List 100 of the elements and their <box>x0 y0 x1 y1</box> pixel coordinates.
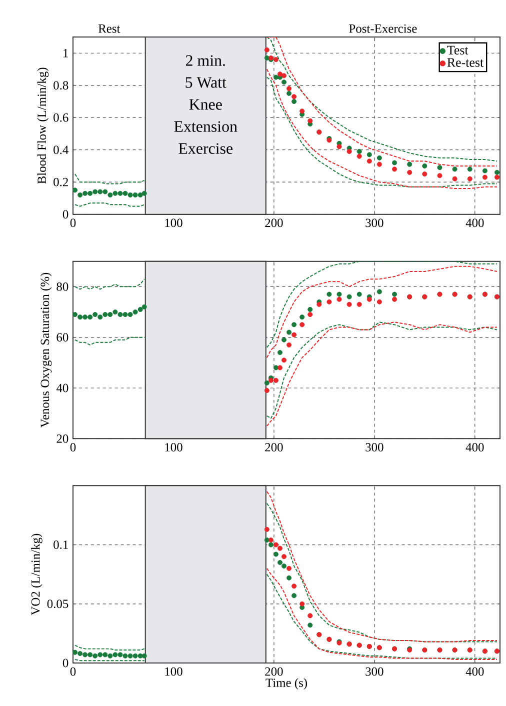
point <box>452 166 458 172</box>
y-axis-title: Venous Oxygen Saturation (%) <box>40 272 52 428</box>
y-axis-title: Blood Flow (L/min/kg) <box>37 68 49 184</box>
point <box>112 310 118 315</box>
legend-label: Re-test <box>447 58 484 67</box>
point <box>118 190 123 196</box>
legend-label: Test <box>447 46 468 55</box>
x-tick-label: 100 <box>165 443 182 452</box>
y-tick-label: 0.1 <box>54 540 68 550</box>
point <box>138 653 143 658</box>
point <box>98 652 103 658</box>
point <box>452 176 458 182</box>
y-tick-label: 0.05 <box>47 600 68 608</box>
point <box>132 310 138 315</box>
x-tick-label: 300 <box>366 443 384 452</box>
point <box>482 174 488 180</box>
point <box>142 304 147 310</box>
point <box>128 653 133 658</box>
point <box>268 542 274 548</box>
point <box>98 314 103 320</box>
point <box>138 306 143 312</box>
point <box>72 312 78 318</box>
point <box>72 650 78 655</box>
x-tick-label: 0 <box>70 218 76 228</box>
point <box>102 312 108 318</box>
point <box>273 378 278 383</box>
annotation: Extension <box>174 121 238 132</box>
y-tick-label: 0.8 <box>54 81 68 90</box>
y-tick-label: 40 <box>56 384 68 392</box>
point <box>467 176 472 182</box>
y-tick-label: 0.2 <box>54 178 68 186</box>
point <box>82 652 88 658</box>
point <box>286 86 292 92</box>
x-axis-title: Time (s) <box>266 678 307 690</box>
point <box>376 289 382 294</box>
point <box>82 190 88 196</box>
point <box>128 192 133 198</box>
annotation: 5 Watt <box>186 77 226 88</box>
x-tick-label: 300 <box>366 667 384 676</box>
point <box>422 172 428 177</box>
point <box>392 166 398 172</box>
point <box>292 584 297 589</box>
point <box>356 302 362 307</box>
x-tick-label: 300 <box>366 218 384 228</box>
point <box>316 302 322 307</box>
point <box>102 652 108 658</box>
x-tick-label: 400 <box>466 667 484 676</box>
point <box>281 554 286 560</box>
point <box>376 162 382 167</box>
point <box>264 47 270 52</box>
point <box>108 312 113 318</box>
annotation: Knee <box>189 99 222 110</box>
point <box>264 388 270 394</box>
point <box>277 560 282 566</box>
point <box>336 296 342 302</box>
point <box>281 358 286 363</box>
point <box>467 166 472 172</box>
point <box>92 189 98 194</box>
point <box>92 653 98 658</box>
text: Post-Exercise <box>349 24 417 33</box>
y-tick-label: 0 <box>62 658 68 668</box>
point <box>346 294 352 300</box>
point <box>308 118 313 124</box>
y-tick-label: 1 <box>64 49 68 58</box>
y-tick-label: 20 <box>56 434 68 443</box>
point <box>92 312 98 318</box>
x-tick-label: 100 <box>165 667 182 676</box>
point <box>264 55 270 60</box>
point <box>132 653 138 658</box>
point <box>336 144 342 150</box>
point <box>142 190 147 196</box>
point <box>326 299 332 304</box>
y-tick-label: 60 <box>56 333 68 342</box>
point <box>482 168 488 174</box>
point <box>300 108 305 114</box>
point <box>407 170 412 175</box>
point <box>264 380 270 386</box>
point <box>281 80 286 85</box>
point <box>112 652 118 658</box>
point <box>102 189 108 194</box>
point <box>277 350 282 356</box>
point <box>308 312 313 318</box>
point <box>300 322 305 328</box>
point <box>118 312 123 318</box>
point <box>264 526 270 532</box>
point <box>308 622 313 628</box>
point <box>277 546 282 551</box>
point <box>78 192 83 198</box>
point <box>300 601 305 606</box>
y-tick-label: 0 <box>62 210 68 219</box>
point <box>437 173 442 178</box>
point <box>128 312 133 318</box>
x-tick-label: 0 <box>70 667 76 676</box>
point <box>437 165 442 170</box>
point <box>108 653 113 658</box>
point <box>281 337 286 342</box>
point <box>88 190 93 196</box>
point <box>292 94 297 100</box>
point <box>346 148 352 154</box>
point <box>356 292 362 297</box>
